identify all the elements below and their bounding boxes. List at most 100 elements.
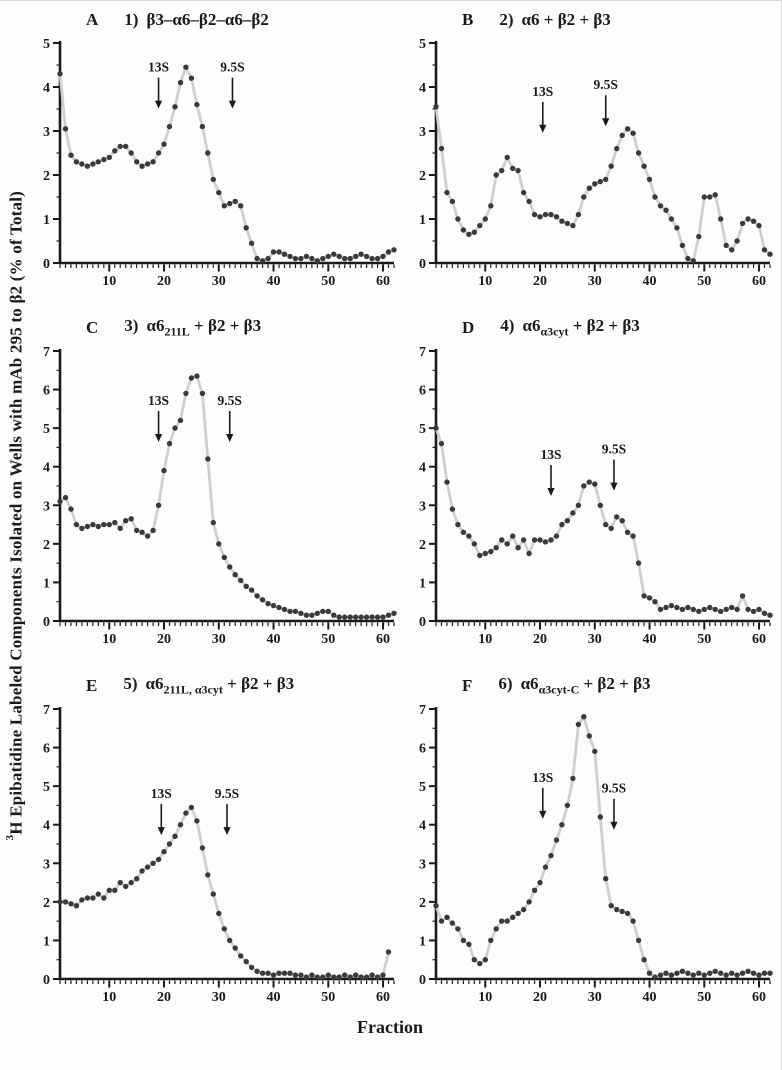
data-point xyxy=(139,868,145,874)
data-point xyxy=(477,552,483,559)
data-point xyxy=(95,891,102,897)
y-tick-label: 2 xyxy=(43,896,50,911)
y-tick-label: 7 xyxy=(419,345,426,360)
x-tick-label: 40 xyxy=(267,274,281,289)
y-tick-label: 4 xyxy=(43,819,50,834)
data-point xyxy=(117,879,123,886)
data-point xyxy=(391,610,397,616)
data-point xyxy=(723,972,729,978)
data-point xyxy=(685,255,691,262)
y-tick-label: 6 xyxy=(419,384,426,399)
data-point xyxy=(183,810,189,816)
y-tick-label: 7 xyxy=(43,345,50,360)
x-tick-label: 50 xyxy=(321,632,335,647)
data-point xyxy=(438,145,445,152)
data-point xyxy=(559,218,565,224)
y-tick-label: 3 xyxy=(419,125,426,140)
data-point xyxy=(292,972,299,978)
data-point xyxy=(210,176,216,183)
y-tick-label: 0 xyxy=(43,973,50,988)
data-point xyxy=(510,914,516,920)
x-tick-label: 40 xyxy=(643,632,657,647)
y-axis-label-text: 3H Epibatidine Labeled Components Isolat… xyxy=(3,191,26,841)
annotation-label: 13S xyxy=(540,447,561,462)
panel-b-letter: B xyxy=(462,10,474,29)
data-point xyxy=(298,610,304,616)
data-point xyxy=(287,608,293,615)
data-point xyxy=(101,156,107,163)
panel-grid: A 1) β3–α6–β2–α6–β2 10 20 30 40 50 60 0 1 2 3 4 5 13S… xyxy=(30,1,781,1011)
data-point xyxy=(134,527,140,534)
data-point xyxy=(336,974,342,980)
data-point xyxy=(183,64,189,70)
data-point xyxy=(537,879,543,886)
data-point xyxy=(358,251,364,257)
data-point xyxy=(238,203,244,209)
data-point xyxy=(619,518,625,524)
data-point xyxy=(150,159,156,165)
data-point xyxy=(696,970,702,976)
data-point xyxy=(734,606,740,613)
annotation-arrowhead xyxy=(539,810,547,819)
panel-a-title: A 1) β3–α6–β2–α6–β2 xyxy=(30,5,406,35)
data-point xyxy=(504,154,510,161)
data-point xyxy=(336,614,342,620)
panel-e-letter: E xyxy=(86,676,98,695)
x-tick-label: 60 xyxy=(376,632,390,647)
panel-c-formula: 3) α6211L + β2 + β3 xyxy=(124,316,262,339)
data-point xyxy=(471,229,477,235)
data-point xyxy=(265,970,271,976)
data-point xyxy=(520,537,527,543)
data-point xyxy=(624,910,631,917)
data-point xyxy=(575,211,582,218)
data-point xyxy=(342,972,348,978)
data-point xyxy=(674,970,680,976)
annotation-label: 9.5S xyxy=(602,781,626,796)
data-point xyxy=(79,897,85,903)
data-point xyxy=(707,970,713,976)
data-point xyxy=(597,178,603,185)
data-point xyxy=(155,856,162,863)
data-point xyxy=(259,597,266,603)
data-point xyxy=(353,253,359,260)
data-point xyxy=(385,249,392,255)
data-point xyxy=(232,198,238,205)
data-point xyxy=(216,910,222,917)
chart-root: 10 20 30 40 50 60 0 1 2 3 4 5 13S 9.5S xyxy=(43,37,397,289)
data-point xyxy=(128,879,134,886)
y-tick-label: 2 xyxy=(419,538,426,553)
data-point xyxy=(537,214,543,220)
data-point xyxy=(243,225,249,231)
data-point xyxy=(537,537,543,543)
data-point xyxy=(331,612,337,618)
data-point xyxy=(347,255,353,262)
x-tick-label: 40 xyxy=(267,632,281,647)
data-point xyxy=(177,822,184,828)
data-point xyxy=(515,545,521,551)
data-point xyxy=(144,161,151,167)
y-tick-label: 6 xyxy=(43,742,50,757)
x-tick-label: 10 xyxy=(478,990,492,1005)
data-point xyxy=(690,258,696,264)
panel-f-chart: 10 20 30 40 50 60 0 1 2 3 4 5 6 7 13S 9.5S xyxy=(419,703,773,1005)
x-tick-label: 10 xyxy=(102,990,116,1005)
data-point xyxy=(79,525,85,532)
data-point xyxy=(221,554,227,561)
data-point xyxy=(635,937,642,944)
data-point xyxy=(630,130,636,136)
data-point xyxy=(95,523,102,530)
data-point xyxy=(287,970,293,976)
data-point xyxy=(112,148,118,154)
data-point xyxy=(499,918,505,924)
data-point xyxy=(718,216,724,222)
y-tick-label: 4 xyxy=(43,81,50,96)
data-point xyxy=(123,518,129,524)
x-tick-label: 10 xyxy=(102,274,116,289)
y-tick-label: 0 xyxy=(43,615,50,630)
data-point xyxy=(542,211,549,218)
data-point xyxy=(553,214,560,220)
data-point xyxy=(493,926,499,932)
data-point xyxy=(374,255,381,262)
data-point xyxy=(460,937,467,944)
